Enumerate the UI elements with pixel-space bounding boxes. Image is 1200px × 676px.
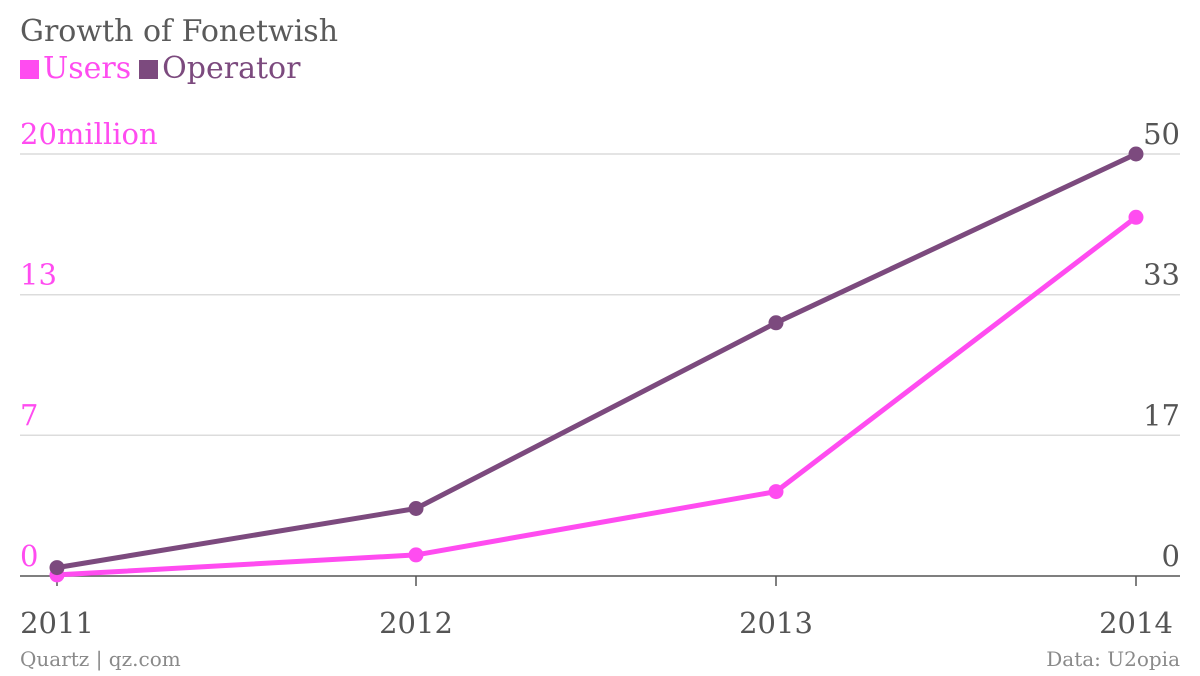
- data-point-operator: [408, 501, 424, 516]
- data-point-users: [1128, 209, 1144, 225]
- series-line-operator: [54, 151, 1139, 571]
- y-left-tick-label: 20million: [20, 117, 158, 151]
- y-right-tick-label: 33: [1143, 258, 1180, 292]
- footer-source: Data: U2opia: [1046, 647, 1180, 671]
- x-tick-label: 2014: [1099, 606, 1173, 640]
- x-tick-label: 2013: [739, 606, 813, 640]
- legend-swatch-users: [20, 59, 39, 79]
- y-left-tick-label: 7: [20, 398, 38, 432]
- legend-swatch-operator: [139, 59, 159, 79]
- data-point-operator: [768, 315, 784, 331]
- data-point-operator: [1128, 146, 1144, 162]
- data-point-users: [768, 484, 784, 500]
- x-tick-label: 2012: [379, 606, 453, 640]
- y-left-tick-label: 0: [20, 539, 38, 573]
- data-point-users: [408, 547, 424, 563]
- y-left-tick-label: 13: [20, 258, 57, 292]
- chart-legend: Users Operator: [20, 50, 300, 88]
- y-right-tick-label: 17: [1143, 398, 1180, 432]
- y-right-tick-label: 50: [1143, 117, 1180, 151]
- footer-credit: Quartz | qz.com: [20, 647, 181, 671]
- legend-item-operator: Operator: [139, 50, 300, 88]
- x-tick-label: 2011: [20, 606, 94, 640]
- legend-item-users: Users: [20, 50, 131, 88]
- y-right-tick-label: 0: [1162, 539, 1180, 573]
- data-point-operator: [49, 560, 65, 576]
- legend-label-users: Users: [43, 51, 132, 86]
- series-line-users: [54, 214, 1139, 578]
- chart-title: Growth of Fonetwish: [20, 14, 339, 49]
- legend-label-operator: Operator: [162, 51, 301, 86]
